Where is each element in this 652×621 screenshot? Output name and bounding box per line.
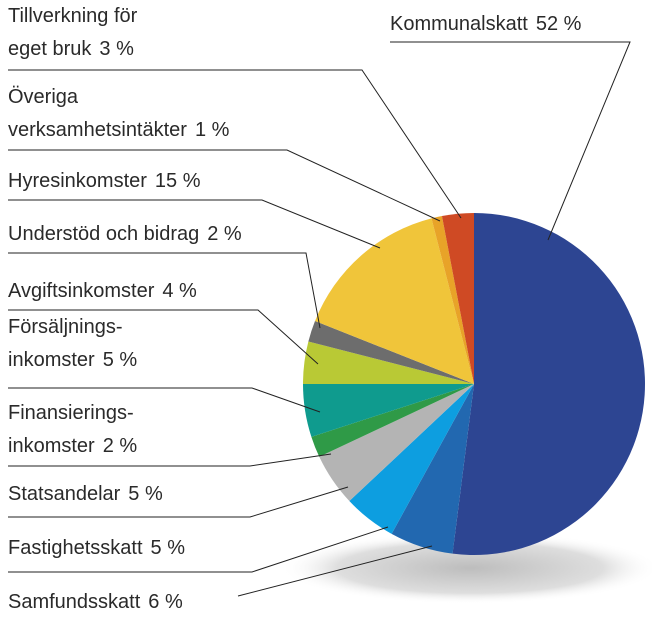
category: Understöd och bidrag — [8, 223, 199, 245]
category: inkomster — [8, 435, 95, 457]
category: Överiga — [8, 86, 79, 108]
slice-label: Hyresinkomster 15 % — [8, 170, 201, 192]
pie-slice — [441, 213, 474, 384]
category: Hyresinkomster — [8, 170, 147, 192]
slice-label: Försäljnings- — [8, 316, 122, 338]
pie-slice — [303, 341, 474, 384]
pie-slice — [431, 216, 474, 384]
value-label: 5 % — [103, 349, 138, 371]
category: Avgiftsinkomster — [8, 280, 155, 302]
pie-slice — [452, 213, 645, 555]
slice-label: Understöd och bidrag 2 % — [8, 223, 242, 245]
leader-line — [390, 41, 631, 241]
slice-label: inkomster 5 % — [8, 349, 137, 371]
category: Försäljnings- — [8, 316, 122, 338]
slice-label: Finansierings- — [8, 402, 134, 424]
category: Samfundsskatt — [8, 591, 141, 613]
value-label: 2 % — [207, 223, 242, 245]
category: Kommunalskatt — [390, 13, 528, 35]
leader-line — [8, 486, 349, 518]
slice-label: eget bruk 3 % — [8, 38, 134, 60]
category: Fastighetsskatt — [8, 537, 143, 559]
slice-label: Fastighetsskatt 5 % — [8, 537, 185, 559]
value-label: 2 % — [103, 435, 138, 457]
pie-slice — [308, 321, 474, 384]
slice-label: Tillverkning för — [8, 5, 138, 27]
value-label: 3 % — [99, 38, 134, 60]
slice-label: Avgiftsinkomster 4 % — [8, 280, 197, 302]
value-label: 4 % — [162, 280, 197, 302]
pie-slice — [315, 218, 474, 384]
value-label: 15 % — [155, 170, 201, 192]
pie-slice — [311, 384, 474, 457]
slice-label: inkomster 2 % — [8, 435, 137, 457]
leader-line — [8, 199, 381, 249]
leader-line — [8, 69, 462, 219]
slice-label: Kommunalskatt 52 % — [390, 13, 582, 35]
category: Finansierings- — [8, 402, 134, 424]
leader-line — [8, 453, 332, 467]
pie-slice — [349, 384, 474, 534]
slice-label: Samfundsskatt 6 % — [8, 591, 183, 613]
leader-line — [8, 526, 389, 573]
category: verksamhetsintäkter — [8, 119, 187, 141]
value-label: 5 % — [151, 537, 186, 559]
leader-line — [8, 252, 321, 329]
leader-line — [8, 387, 321, 413]
leader-line — [237, 545, 433, 597]
slice-label: Statsandelar 5 % — [8, 483, 163, 505]
category: inkomster — [8, 349, 95, 371]
category: Statsandelar — [8, 483, 121, 505]
value-label: 1 % — [195, 119, 230, 141]
category: eget bruk — [8, 38, 92, 60]
pie-slice — [319, 384, 474, 502]
value-label: 6 % — [148, 591, 183, 613]
category: Tillverkning för — [8, 5, 138, 27]
leader-line — [8, 309, 319, 365]
value-label: 52 % — [536, 13, 582, 35]
pie-slice — [391, 384, 474, 554]
leader-line — [8, 149, 441, 222]
slice-label: verksamhetsintäkter 1 % — [8, 119, 230, 141]
value-label: 5 % — [128, 483, 163, 505]
pie-slice — [303, 384, 474, 437]
slice-label: Överiga — [8, 86, 79, 108]
shadow — [280, 532, 652, 604]
